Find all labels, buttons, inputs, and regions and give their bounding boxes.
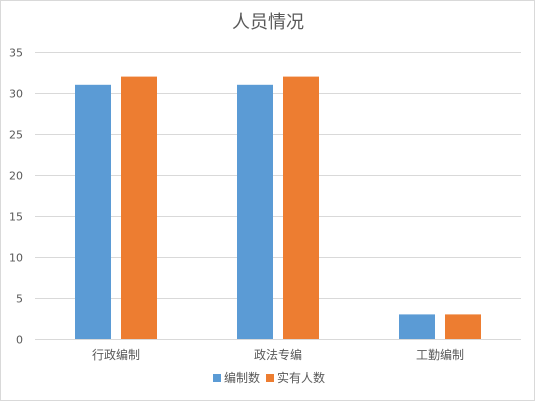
- legend-label-2: 实有人数: [277, 370, 325, 385]
- legend-swatch-2: [266, 374, 274, 382]
- legend-label-1: 编制数: [224, 370, 260, 385]
- y-tick-label: 25: [9, 129, 23, 142]
- x-category-label: 行政编制: [92, 347, 140, 362]
- legend-swatch-1: [213, 374, 221, 382]
- chart-title: 人员情况: [232, 12, 304, 33]
- legend: 编制数 实有人数: [213, 370, 325, 385]
- x-category-label: 工勤编制: [416, 347, 464, 362]
- bar-planned-2: [237, 84, 273, 339]
- bar-planned-3: [399, 314, 435, 339]
- x-category-label: 政法专编: [254, 347, 302, 362]
- y-tick-label: 0: [16, 334, 23, 347]
- bar-actual-3: [445, 314, 481, 339]
- bar-actual-2: [283, 76, 319, 339]
- x-axis-category-labels: 行政编制 政法专编 工勤编制: [92, 347, 464, 362]
- y-tick-label: 35: [9, 47, 23, 60]
- bar-planned-1: [75, 84, 111, 339]
- y-tick-label: 15: [9, 211, 23, 224]
- bars: [75, 76, 481, 339]
- gridlines: [35, 52, 521, 340]
- bar-actual-1: [121, 76, 157, 339]
- y-tick-label: 5: [16, 293, 23, 306]
- y-axis-tick-labels: 0 5 10 15 20 25 30 35: [9, 47, 23, 347]
- y-tick-label: 20: [9, 170, 23, 183]
- y-tick-label: 10: [9, 252, 23, 265]
- y-tick-label: 30: [9, 88, 23, 101]
